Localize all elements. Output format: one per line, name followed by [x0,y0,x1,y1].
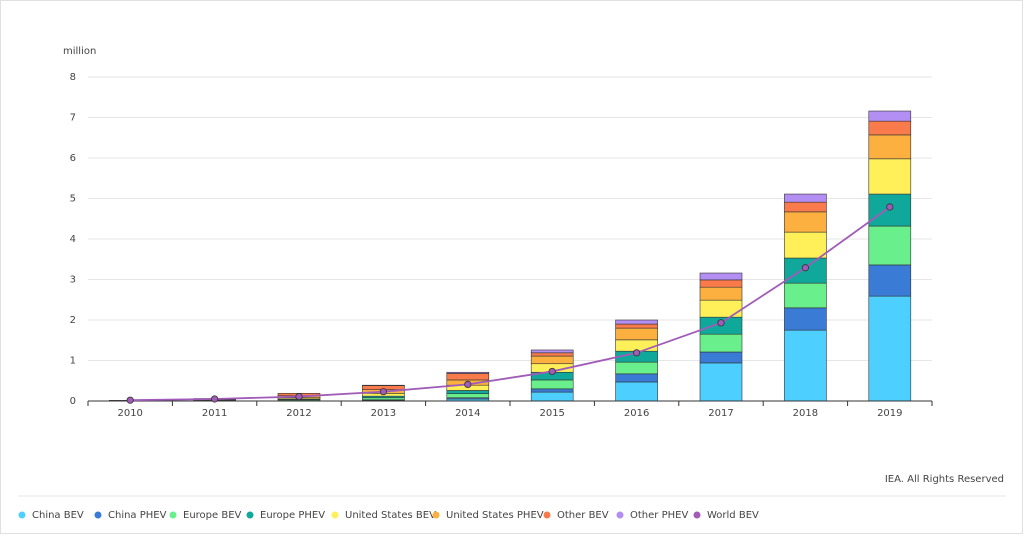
bar-segment [446,373,490,381]
bar-segment [530,391,574,402]
legend-label[interactable]: Europe BEV [183,510,242,521]
legend-label[interactable]: United States PHEV [446,510,544,521]
legend-marker [94,511,102,519]
bar-segment [784,329,827,402]
bar-segment [446,393,490,399]
legend-label[interactable]: Other PHEV [630,510,688,521]
line-point [211,395,219,403]
bar-segment [699,333,743,353]
legend-label[interactable]: China BEV [32,510,84,521]
line-point [295,392,303,401]
x-tick-label: 2014 [455,408,480,419]
y-tick-label: 6 [70,153,76,164]
x-tick-label: 2011 [202,408,227,419]
bar-segment [446,390,490,395]
x-tick-label: 2015 [539,408,564,419]
legend-marker [18,511,26,519]
line-point [379,388,387,396]
legend-label[interactable]: China PHEV [108,510,167,521]
legend-marker [616,511,624,519]
y-tick-label: 1 [70,356,76,367]
legend-label[interactable]: Other BEV [557,510,609,521]
legend-marker [331,511,339,519]
y-tick-label: 5 [70,194,76,205]
legend-label[interactable]: Europe PHEV [260,510,325,521]
bar-segment [615,381,658,402]
legend-marker [246,511,254,519]
bar-segment [530,379,574,390]
bar-segment [699,272,743,281]
x-tick-label: 2013 [371,408,396,419]
legend-marker [432,511,440,519]
bar-segment [868,134,912,160]
bar-segment [868,120,912,136]
bar-segment [699,351,743,364]
legend-label[interactable]: United States BEV [345,510,436,521]
bar-segment [699,299,743,318]
bar-segment [784,193,827,203]
legend-marker [169,511,177,519]
bar-segment [868,264,912,297]
bar-segment [868,225,912,266]
bar-segment [784,307,827,331]
bar-segment [699,286,743,301]
bar-segment [784,201,827,213]
bar-segment [868,158,912,195]
bar-segment [530,355,574,365]
line [130,206,891,402]
line-point [717,319,725,327]
line-point [632,349,641,357]
bar-segment [530,388,574,393]
x-tick-label: 2016 [624,408,649,419]
y-tick-label: 3 [70,275,76,286]
x-tick-label: 2012 [286,408,311,419]
line-point [548,367,556,376]
x-tick-label: 2018 [793,408,818,419]
bar-segment [784,282,827,309]
line-point [801,264,810,272]
x-tick-label: 2019 [877,408,902,419]
x-tick-label: 2017 [708,408,733,419]
bar-segment [699,279,743,288]
bar-segment [615,319,658,325]
bar-segment [784,211,827,233]
y-tick-label: 8 [70,72,76,83]
bar-segment [615,373,658,383]
bar-segment [784,231,827,259]
bar-segment [868,295,912,402]
y-tick-label: 2 [70,315,76,326]
y-tick-label: 4 [70,234,76,245]
bar-segment [868,110,912,122]
legend-label[interactable]: World BEV [707,510,759,521]
bar-segment [446,371,490,374]
bar-segment [699,362,743,402]
x-tick-label: 2010 [117,408,142,419]
legend-marker [693,511,701,519]
bar-segment [362,397,405,401]
legend-marker [543,511,551,519]
bar-segment [530,352,574,357]
y-tick-label: 0 [70,396,76,407]
bar-segment [615,323,658,329]
bar-segment [615,361,658,375]
y-tick-label: 7 [70,113,76,124]
bar-segment [615,327,658,341]
line-point [886,203,894,211]
y-unit: million [63,46,96,57]
source: IEA. All Rights Reserved [885,474,1004,485]
line-point [464,380,472,388]
bar-segment [530,349,574,354]
line-point [126,396,134,404]
